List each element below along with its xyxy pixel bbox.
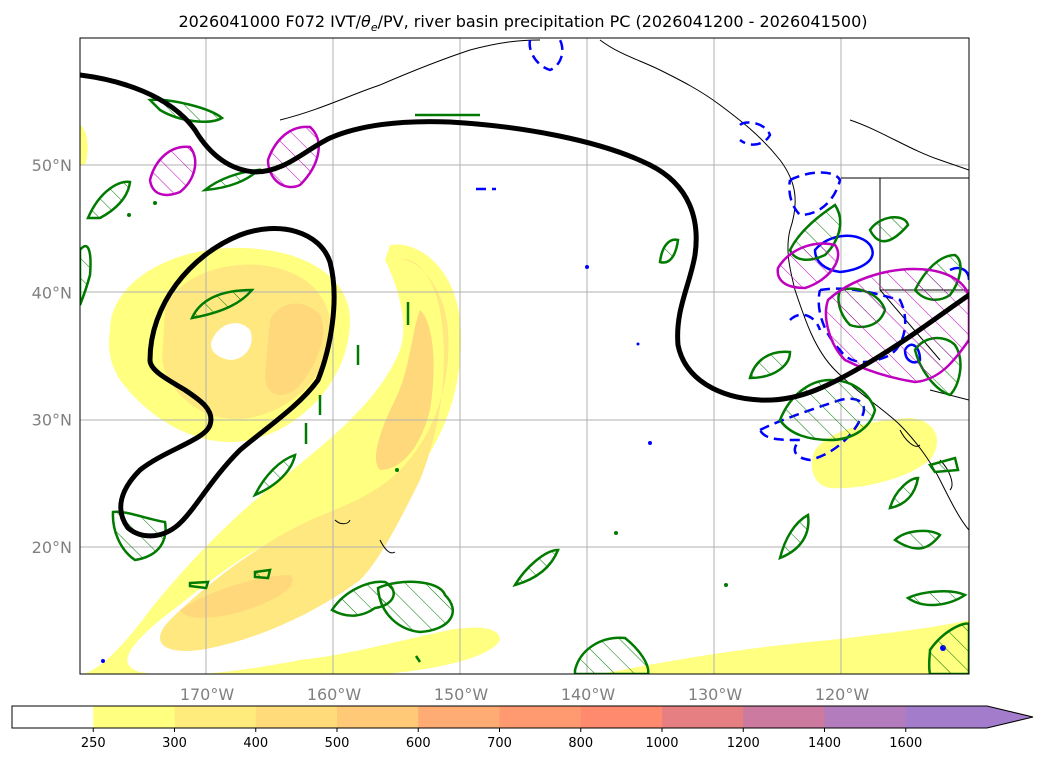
lat-tick-labels: 20°N 30°N 40°N 50°N (32, 156, 72, 557)
colorbar-segment (93, 706, 175, 728)
colorbar-extend-arrow (987, 706, 1033, 728)
lon-tick-label: 120°W (815, 685, 870, 704)
map-frame (79, 37, 970, 675)
colorbar-tick-label: 800 (568, 736, 593, 751)
colorbar-tick-label: 1400 (808, 736, 841, 751)
lon-tick-label: 160°W (307, 685, 362, 704)
colorbar-tick-label: 500 (325, 736, 350, 751)
colorbar-tick-label: 300 (162, 736, 187, 751)
colorbar-tick-label: 250 (81, 736, 106, 751)
colorbar-segment (12, 706, 94, 728)
precip-magenta-contours (148, 125, 969, 384)
colorbar-tick-label: 1200 (727, 736, 760, 751)
colorbar-segment (499, 706, 582, 728)
colorbar-segment (662, 706, 744, 728)
colorbar-segment (580, 706, 663, 728)
colorbar-tick-label: 400 (243, 736, 268, 751)
ivt-fill-400 (180, 303, 434, 618)
colorbar-segment (418, 706, 500, 728)
colorbar-tick-label: 700 (487, 736, 512, 751)
colorbar-segment (174, 706, 257, 728)
colorbar-segment (905, 706, 988, 728)
lon-tick-label: 170°W (180, 685, 235, 704)
colorbar-segment (824, 706, 907, 728)
colorbar-segment (743, 706, 825, 728)
lon-tick-label: 130°W (688, 685, 743, 704)
ivt-hole (211, 323, 252, 360)
colorbar-tick-label: 1000 (645, 736, 678, 751)
colorbar-segment (255, 706, 338, 728)
precip-green-dots (127, 201, 728, 587)
colorbar: 250 300 400 500 600 700 800 1000 1200 1400 1600 (11, 705, 1034, 751)
colorbar-tick-label: 1600 (889, 736, 922, 751)
chart-title: 2026041000 F072 IVT/θe/PV, river basin p… (178, 12, 867, 34)
colorbar-tick-label: 600 (406, 736, 431, 751)
lat-tick-label: 50°N (32, 156, 72, 175)
lat-tick-label: 30°N (32, 411, 72, 430)
colorbar-outline (11, 705, 1034, 729)
theta-e-contours (80, 72, 969, 539)
lon-tick-label: 140°W (561, 685, 616, 704)
map-layers (80, 38, 969, 674)
lat-tick-label: 20°N (32, 538, 72, 557)
lon-tick-labels: 170°W 160°W 150°W 140°W 130°W 120°W (180, 685, 870, 704)
lat-tick-label: 40°N (32, 283, 72, 302)
lon-tick-label: 150°W (434, 685, 489, 704)
colorbar-segment (337, 706, 419, 728)
